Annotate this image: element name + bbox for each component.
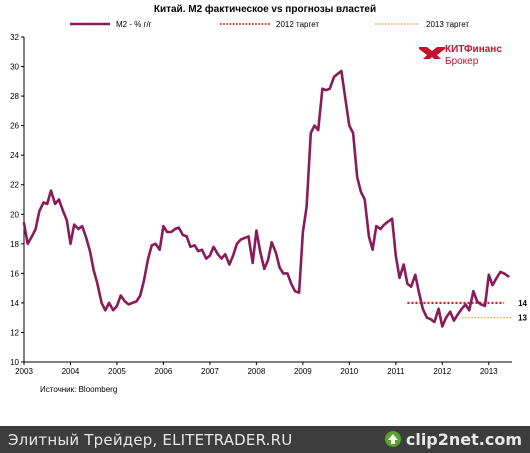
legend-label-m2: М2 - % г/г [116,20,152,29]
x-tick-label: 2012 [433,367,451,376]
brand-name: КИТФинанс [445,44,502,55]
series [22,69,510,328]
y-tick-label: 22 [10,181,19,190]
footer-watermark: Элитный Трейдер, ELITETRADER.RU [8,431,293,449]
reference-lines: 14 13 [407,299,528,323]
y-tick-label: 18 [10,240,19,249]
clip2net-logo-text: clip2net.com [405,429,522,449]
source-note: Источник: Bloomberg [40,385,117,394]
x-tick-label: 2009 [294,367,312,376]
y-tick-label: 12 [10,328,19,337]
axes [23,37,512,363]
y-tick-label: 14 [10,299,19,308]
x-tick-label: 2005 [108,367,126,376]
x-tick-label: 2004 [62,367,80,376]
x-ticks: 2003 2004 2005 2006 2007 2008 2009 2010 2011 2012… [15,362,498,376]
legend-label-2013-target: 2013 таргет [426,20,469,29]
legend-label-2012-target: 2012 таргет [276,20,319,29]
brand-logo: КИТФинанс Брокер [419,44,502,67]
y-tick-label: 32 [10,33,19,42]
y-tick-label: 28 [10,92,19,101]
y-ticks: 10 12 14 16 18 20 22 24 26 28 30 32 [10,33,24,367]
chart: Китай. М2 фактическое vs прогнозы власте… [10,3,528,394]
bottom-bar: Элитный Трейдер, ELITETRADER.RU clip2net… [0,426,530,453]
brand-logo-icon [419,47,445,59]
y-tick-label: 24 [10,151,19,160]
x-tick-label: 2013 [480,367,498,376]
y-tick-label: 16 [10,269,19,278]
x-tick-label: 2006 [155,367,173,376]
y-tick-label: 10 [10,358,19,367]
clip2net-icon [384,431,401,447]
reference-line-label: 13 [518,314,527,323]
series-line-m2 [22,69,510,328]
x-tick-label: 2011 [387,367,405,376]
legend: М2 - % г/г 2012 таргет 2013 таргет [70,20,469,29]
y-tick-label: 30 [10,63,19,72]
y-tick-label: 20 [10,210,19,219]
chart-title: Китай. М2 фактическое vs прогнозы власте… [154,3,376,15]
x-tick-label: 2008 [247,367,265,376]
brand-subtitle: Брокер [445,56,479,67]
clip2net-logo[interactable]: clip2net.com [384,429,522,449]
x-tick-label: 2003 [15,367,33,376]
y-tick-label: 26 [10,122,19,131]
x-tick-label: 2007 [201,367,219,376]
reference-line-label: 14 [518,299,527,308]
x-tick-label: 2010 [340,367,358,376]
